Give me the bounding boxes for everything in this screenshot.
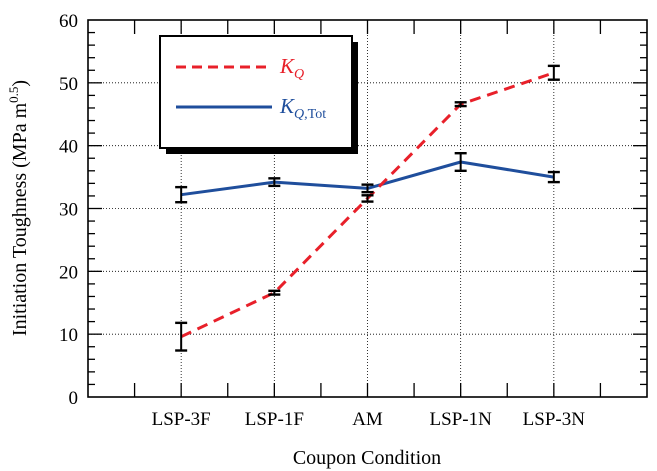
legend-label-kq: KQ — [279, 54, 304, 82]
legend-box — [159, 35, 353, 149]
y-tick-label: 0 — [69, 388, 79, 409]
x-tick-label: LSP-3N — [523, 409, 586, 430]
x-tick-label: LSP-1N — [430, 409, 493, 430]
x-tick-labels: LSP-3F LSP-1F AM LSP-1N LSP-3N — [152, 409, 586, 430]
y-axis-exponent: 0.5 — [6, 87, 21, 103]
legend-label-kqtot: KQ,Tot — [279, 94, 326, 122]
minor-ticks — [88, 20, 647, 397]
plot-frame — [87, 19, 648, 398]
x-tick-label: LSP-1F — [245, 409, 304, 430]
y-tick-label: 40 — [59, 137, 78, 158]
y-tick-label: 50 — [59, 74, 78, 95]
x-tick-label: LSP-3F — [152, 409, 211, 430]
x-axis-title: Coupon Condition — [293, 447, 441, 469]
x-tick-label: AM — [352, 409, 383, 430]
y-tick-label: 60 — [59, 11, 78, 32]
y-tick-label: 20 — [59, 262, 78, 283]
y-axis-title: Initiation Toughness (MPa m0.5) — [6, 80, 31, 336]
y-tick-labels: 0 10 20 30 40 50 60 — [59, 11, 78, 409]
legend: KQ KQ,Tot — [159, 35, 358, 154]
y-tick-label: 10 — [59, 325, 78, 346]
series-layer — [175, 64, 560, 352]
y-tick-label: 30 — [59, 200, 78, 221]
